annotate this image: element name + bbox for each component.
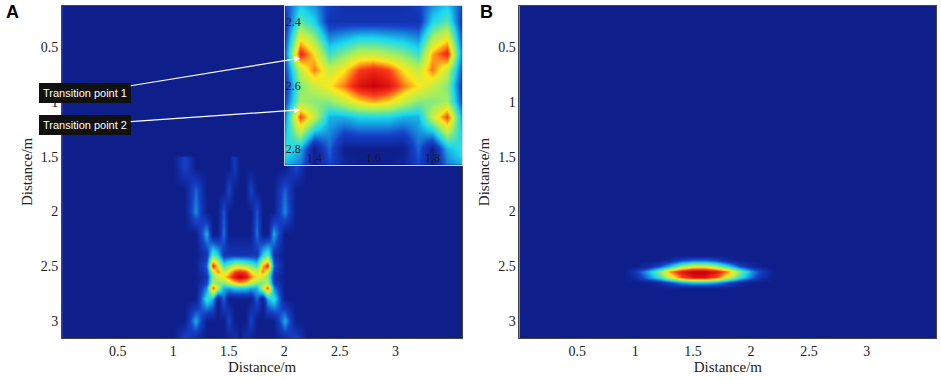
svg-text:1.5: 1.5: [220, 344, 238, 359]
svg-text:3: 3: [863, 344, 870, 359]
svg-text:A: A: [6, 2, 19, 22]
svg-text:2.4: 2.4: [286, 15, 301, 29]
svg-text:1: 1: [51, 95, 58, 110]
svg-text:1.8: 1.8: [425, 151, 440, 165]
svg-text:2.5: 2.5: [498, 259, 516, 274]
svg-text:1.4: 1.4: [307, 151, 322, 165]
svg-text:0.5: 0.5: [498, 40, 516, 55]
svg-text:2.8: 2.8: [286, 142, 301, 156]
svg-text:Distance/m: Distance/m: [476, 137, 492, 206]
svg-text:0.5: 0.5: [109, 344, 127, 359]
svg-text:2.5: 2.5: [800, 344, 818, 359]
svg-text:1: 1: [509, 95, 516, 110]
svg-text:B: B: [480, 2, 493, 22]
svg-text:2.5: 2.5: [41, 259, 59, 274]
svg-text:Distance/m: Distance/m: [228, 359, 297, 375]
svg-text:Distance/m: Distance/m: [694, 359, 763, 375]
svg-text:1: 1: [632, 344, 639, 359]
svg-text:1.5: 1.5: [684, 344, 702, 359]
svg-text:1: 1: [170, 344, 177, 359]
svg-text:3: 3: [392, 344, 399, 359]
svg-text:Distance/m: Distance/m: [19, 137, 35, 206]
svg-text:2.5: 2.5: [331, 344, 349, 359]
svg-text:2: 2: [509, 204, 516, 219]
svg-text:2: 2: [281, 344, 288, 359]
svg-text:0.5: 0.5: [569, 344, 587, 359]
svg-text:1.5: 1.5: [41, 150, 59, 165]
svg-text:3: 3: [509, 314, 516, 329]
svg-text:3: 3: [51, 314, 58, 329]
svg-text:Transition point 2: Transition point 2: [43, 119, 127, 131]
svg-text:2: 2: [748, 344, 755, 359]
svg-text:Transition point 1: Transition point 1: [43, 87, 127, 99]
svg-text:1.5: 1.5: [498, 150, 516, 165]
svg-text:1.6: 1.6: [366, 151, 381, 165]
svg-text:2: 2: [51, 204, 58, 219]
svg-text:2.6: 2.6: [286, 79, 301, 93]
svg-text:0.5: 0.5: [41, 40, 59, 55]
